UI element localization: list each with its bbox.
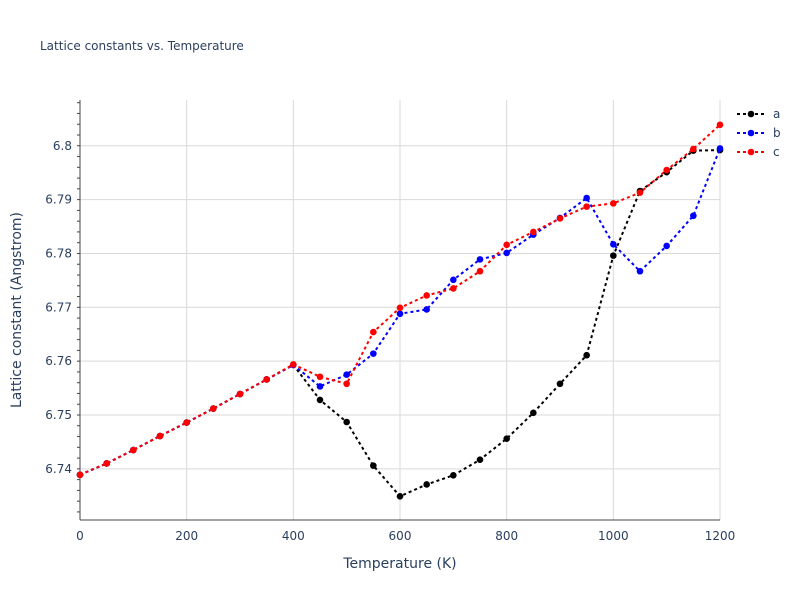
legend-marker bbox=[747, 129, 755, 137]
data-point-c bbox=[130, 446, 137, 454]
x-tick-label: 200 bbox=[175, 529, 198, 543]
legend-item-c[interactable]: c bbox=[737, 145, 780, 159]
x-tick-label: 400 bbox=[282, 529, 305, 543]
series-layer bbox=[76, 121, 724, 500]
data-point-c bbox=[183, 419, 190, 426]
data-point-c bbox=[290, 361, 297, 368]
data-point-c bbox=[450, 285, 457, 292]
data-point-a bbox=[370, 462, 377, 469]
data-point-b bbox=[636, 267, 644, 275]
data-point-a bbox=[343, 418, 350, 426]
data-point-c bbox=[503, 241, 510, 249]
data-point-b bbox=[396, 310, 404, 318]
data-point-c bbox=[716, 121, 724, 129]
x-tick-label: 1000 bbox=[598, 529, 629, 543]
data-point-c bbox=[423, 292, 430, 299]
legend-marker bbox=[747, 148, 755, 156]
data-point-b bbox=[343, 371, 350, 378]
data-point-a bbox=[423, 481, 430, 488]
data-point-c bbox=[690, 145, 697, 153]
data-point-a bbox=[530, 409, 537, 417]
legend-label: b bbox=[773, 126, 781, 140]
x-tick-label: 1200 bbox=[705, 529, 736, 543]
x-tick-label: 0 bbox=[76, 529, 84, 543]
legend-label: c bbox=[773, 145, 780, 159]
data-point-a bbox=[503, 435, 510, 442]
data-point-c bbox=[530, 228, 537, 236]
data-point-c bbox=[103, 460, 110, 467]
data-point-c bbox=[370, 328, 377, 336]
y-tick-label: 6.79 bbox=[45, 193, 72, 207]
data-point-a bbox=[556, 380, 564, 388]
data-point-b bbox=[690, 212, 697, 220]
x-tick-label: 800 bbox=[495, 529, 518, 543]
chart-title: Lattice constants vs. Temperature bbox=[40, 39, 244, 53]
x-tick-label: 600 bbox=[389, 529, 412, 543]
legend-label: a bbox=[773, 107, 780, 121]
y-axis-title: Lattice constant (Angstrom) bbox=[9, 212, 25, 408]
data-point-a bbox=[476, 456, 484, 463]
data-point-c bbox=[476, 267, 484, 275]
data-point-c bbox=[76, 471, 84, 479]
data-point-c bbox=[236, 390, 244, 398]
data-point-c bbox=[636, 189, 644, 196]
data-point-b bbox=[370, 350, 377, 357]
data-point-c bbox=[316, 373, 324, 381]
data-point-c bbox=[343, 380, 350, 388]
data-point-c bbox=[556, 215, 564, 222]
data-point-b bbox=[316, 383, 324, 390]
y-tick-label: 6.8 bbox=[53, 139, 72, 153]
data-point-b bbox=[583, 194, 590, 202]
y-tick-label: 6.78 bbox=[45, 246, 72, 260]
data-point-b bbox=[476, 256, 484, 263]
data-point-b bbox=[663, 242, 670, 250]
data-point-b bbox=[716, 145, 724, 152]
data-point-c bbox=[610, 200, 617, 207]
data-point-a bbox=[610, 252, 617, 259]
legend-marker bbox=[747, 110, 755, 118]
data-point-c bbox=[156, 432, 164, 440]
legend[interactable]: abc bbox=[737, 107, 781, 159]
data-point-c bbox=[396, 304, 404, 312]
legend-item-b[interactable]: b bbox=[737, 126, 781, 140]
data-point-b bbox=[503, 249, 510, 257]
axes: 0 200 400 600 800 1000 1200 6.74 6.75 6.76 6.77 6.7… bbox=[45, 100, 735, 543]
y-tick-label: 6.76 bbox=[45, 354, 72, 368]
data-point-c bbox=[663, 166, 670, 174]
series-c bbox=[76, 121, 724, 479]
y-tick-label: 6.74 bbox=[45, 462, 72, 476]
data-point-a bbox=[583, 351, 590, 359]
data-point-b bbox=[450, 276, 457, 284]
data-point-c bbox=[210, 405, 217, 412]
data-point-a bbox=[396, 493, 404, 500]
y-tick-label: 6.77 bbox=[45, 300, 72, 314]
data-point-b bbox=[610, 241, 617, 248]
x-axis-title: Temperature (K) bbox=[342, 556, 456, 572]
data-point-b bbox=[423, 306, 430, 313]
legend-item-a[interactable]: a bbox=[737, 107, 780, 121]
data-point-c bbox=[263, 376, 270, 383]
data-point-a bbox=[316, 396, 324, 404]
y-tick-label: 6.75 bbox=[45, 408, 72, 422]
data-point-c bbox=[583, 203, 590, 210]
data-point-a bbox=[450, 472, 457, 479]
